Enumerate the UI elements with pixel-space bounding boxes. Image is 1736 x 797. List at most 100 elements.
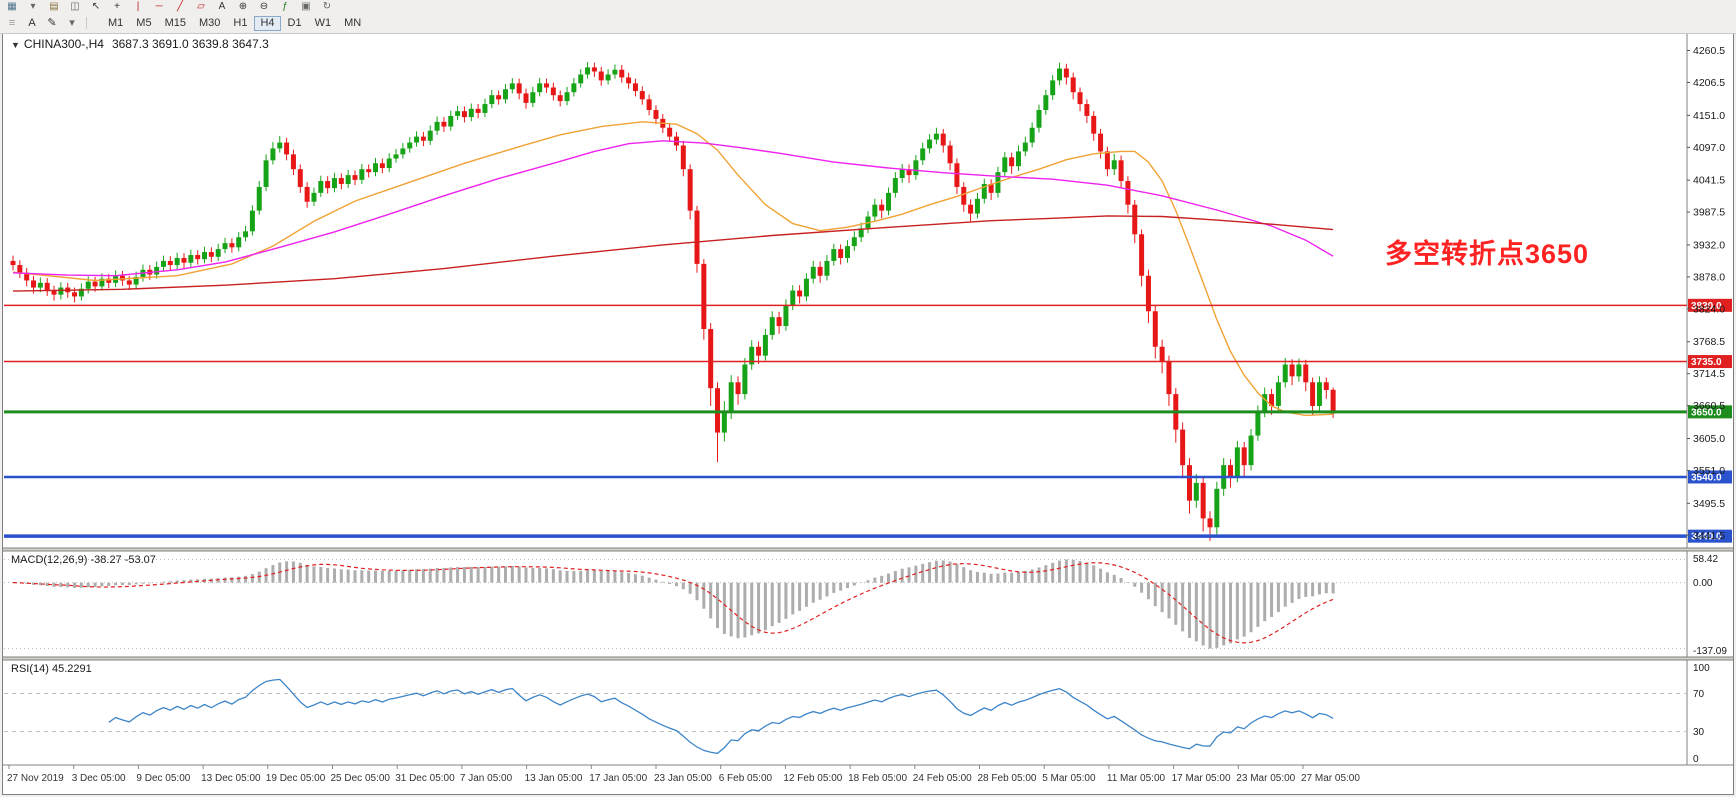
- new-chart-icon[interactable]: ▦: [7, 1, 17, 12]
- macd-signal-line: [12, 562, 1334, 644]
- price-axis-label: 4206.5: [1693, 77, 1725, 89]
- chart-title: ▼ CHINA300-,H4 3687.3 3691.0 3639.8 3647.3: [11, 37, 269, 51]
- date-axis-label: 9 Dec 05:00: [136, 773, 190, 784]
- chart-ohlc-quote: 3687.3 3691.0 3639.8 3647.3: [111, 37, 269, 51]
- chart-window[interactable]: 3830.0 3735.0 3650.0 3540.0 3440.0 4260.5 4206…: [2, 33, 1734, 795]
- hline-price-tag-label: 3650.0: [1691, 407, 1722, 418]
- macd-pane: 58.42 0.00 -137.09: [4, 554, 1727, 657]
- date-axis-label: 25 Dec 05:00: [331, 773, 391, 784]
- chart-type-dropdown-icon[interactable]: ▾: [30, 1, 36, 12]
- rsi-value: 45.2291: [51, 663, 92, 675]
- pane-splitter-1[interactable]: [3, 548, 1733, 551]
- price-axis-label: 3660.5: [1693, 400, 1725, 412]
- date-axis-label: 31 Dec 05:00: [395, 773, 455, 784]
- rsi-axis-label: 70: [1693, 689, 1705, 700]
- hline-price-tag[interactable]: [1688, 298, 1732, 312]
- timeframe-m30[interactable]: M30: [193, 16, 226, 31]
- chart-canvas[interactable]: 3830.0 3735.0 3650.0 3540.0 3440.0 4260.5 4206…: [3, 34, 1733, 794]
- date-axis-label: 13 Dec 05:00: [201, 773, 261, 784]
- rsi-line: [108, 678, 1334, 755]
- rsi-name: RSI(14): [11, 663, 49, 675]
- pane-splitter-2[interactable]: [3, 657, 1733, 660]
- timeframe-m15[interactable]: M15: [159, 16, 192, 31]
- date-axis-label: 5 Mar 05:00: [1042, 773, 1096, 784]
- price-axis-label: 4151.0: [1693, 110, 1725, 122]
- macd-axis-label: 0.00: [1693, 578, 1713, 589]
- date-axis-label: 13 Jan 05:00: [525, 773, 583, 784]
- date-axis-label: 12 Feb 05:00: [783, 773, 842, 784]
- chart-annotation: 多空转折点3650: [1385, 239, 1590, 269]
- macd-indicator-label: MACD(12,26,9) -38.27 -53.07: [11, 554, 156, 566]
- price-axis-label: 3441.5: [1693, 530, 1725, 542]
- drag-handle-icon[interactable]: ≡: [8, 16, 16, 29]
- price-axis-label: 3495.5: [1693, 498, 1725, 510]
- hline-price-tag[interactable]: [1688, 405, 1732, 419]
- price-scale[interactable]: 4260.5 4206.5 4151.0 4097.0 4041.5 3987.5 3932…: [1686, 34, 1725, 765]
- timeframe-toolbar: M1 M5 M15 M30 H1 H4 D1 W1 MN: [102, 15, 368, 31]
- crosshair-icon[interactable]: +: [114, 1, 120, 12]
- draw-dropdown-icon[interactable]: ▾: [69, 16, 75, 29]
- date-axis-label: 3 Dec 05:00: [72, 773, 126, 784]
- refresh-icon[interactable]: ↻: [322, 1, 332, 12]
- price-axis-label: 3932.0: [1693, 239, 1725, 251]
- zoom-in-icon[interactable]: ⊕: [238, 1, 248, 12]
- hlines-layer: 3830.0 3735.0 3650.0 3540.0 3440.0: [4, 298, 1732, 543]
- zoom-out-icon[interactable]: ⊖: [259, 1, 269, 12]
- rsi-axis-label: 100: [1693, 663, 1710, 674]
- rsi-pane: 100 70 30 0: [4, 663, 1710, 765]
- ma-medium-line: [12, 140, 1334, 277]
- timeframe-d1[interactable]: D1: [282, 16, 308, 31]
- toolbar-separator: [86, 17, 87, 29]
- date-axis-label: 27 Nov 2019: [7, 773, 64, 784]
- horizontal-line-icon[interactable]: ─: [155, 1, 163, 12]
- macd-axis-label: 58.42: [1693, 554, 1718, 565]
- timeframe-h4[interactable]: H4: [254, 15, 281, 31]
- profiles-icon[interactable]: ▤: [49, 1, 59, 12]
- line-studies-toolbar: ≡ A ✎ ▾: [3, 16, 81, 31]
- rsi-axis-label: 0: [1693, 754, 1699, 765]
- timeframe-m1[interactable]: M1: [102, 16, 129, 31]
- price-axis-label: 3714.5: [1693, 368, 1725, 380]
- ma-slow-line: [12, 215, 1334, 292]
- date-axis-label: 23 Jan 05:00: [654, 773, 712, 784]
- text-label-icon[interactable]: A: [28, 16, 36, 29]
- indicators-icon[interactable]: ƒ: [282, 1, 288, 12]
- price-axis-label: 4041.5: [1693, 175, 1725, 187]
- date-axis-label: 27 Mar 05:00: [1301, 773, 1360, 784]
- hline-price-tag[interactable]: [1688, 470, 1732, 484]
- timeframe-mn[interactable]: MN: [338, 16, 367, 31]
- tile-windows-icon[interactable]: ◫: [70, 1, 80, 12]
- timeframe-m5[interactable]: M5: [130, 16, 157, 31]
- timeframe-h1[interactable]: H1: [227, 16, 253, 31]
- draw-tool-icon[interactable]: ✎: [47, 16, 57, 29]
- vertical-line-icon[interactable]: |: [136, 1, 140, 12]
- channel-icon[interactable]: ▱: [197, 1, 205, 12]
- ma-fast-line: [12, 121, 1334, 417]
- hline-price-tag-label: 3735.0: [1691, 357, 1722, 368]
- rsi-indicator-label: RSI(14) 45.2291: [11, 663, 92, 675]
- date-axis-label: 6 Feb 05:00: [719, 773, 773, 784]
- price-axis-label: 3878.0: [1693, 271, 1725, 283]
- hline-price-tag-label: 3830.0: [1691, 301, 1722, 312]
- chart-background: [3, 34, 1733, 794]
- date-axis-label: 28 Feb 05:00: [978, 773, 1037, 784]
- hline-price-tag[interactable]: [1688, 355, 1732, 369]
- date-axis[interactable]: 27 Nov 2019 3 Dec 05:00 9 Dec 05:00 13 Dec …: [7, 765, 1360, 784]
- cursor-icon[interactable]: ↖: [91, 1, 101, 12]
- date-axis-label: 17 Jan 05:00: [589, 773, 647, 784]
- hline-price-tag-label: 3440.0: [1691, 532, 1722, 543]
- date-axis-label: 17 Mar 05:00: [1172, 773, 1231, 784]
- hline-price-tag[interactable]: [1688, 529, 1732, 543]
- text-tool-icon[interactable]: A: [218, 1, 226, 12]
- toolbar-row-1: ▦ ▾ ▤ ◫ ↖ + | ─ ╱ ▱ A ⊕ ⊖ ƒ ▣ ↻: [0, 0, 1736, 14]
- macd-name: MACD(12,26,9): [11, 554, 88, 566]
- trendline-icon[interactable]: ╱: [176, 1, 184, 12]
- timeframe-w1[interactable]: W1: [309, 16, 338, 31]
- date-axis-label: 19 Dec 05:00: [266, 773, 326, 784]
- toolbar: ▦ ▾ ▤ ◫ ↖ + | ─ ╱ ▱ A ⊕ ⊖ ƒ ▣ ↻ ≡ A ✎ ▾ M1 M5 M15 M30 H1 H4 D1 W1…: [0, 0, 1736, 34]
- macd-axis-label: -137.09: [1693, 646, 1727, 657]
- date-axis-label: 23 Mar 05:00: [1236, 773, 1295, 784]
- chart-collapse-icon[interactable]: ▼: [11, 40, 20, 50]
- templates-icon[interactable]: ▣: [301, 1, 311, 12]
- macd-values: -38.27 -53.07: [90, 554, 156, 566]
